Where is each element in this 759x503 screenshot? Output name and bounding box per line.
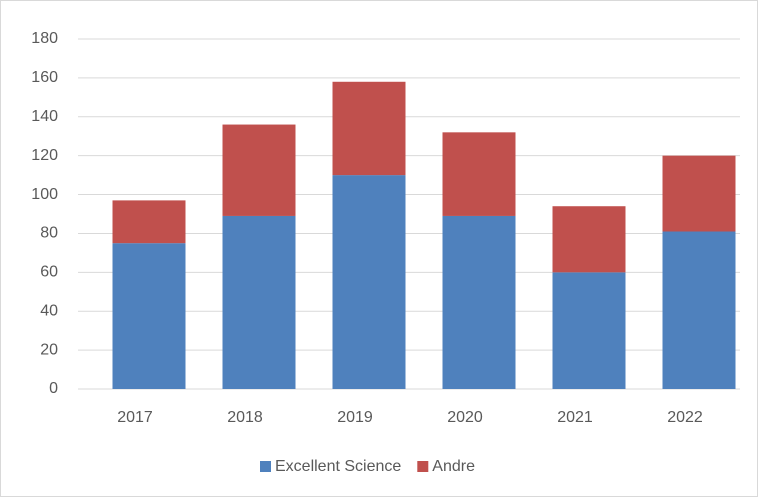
y-tick-label: 80 — [40, 225, 58, 242]
bar-segment — [552, 206, 626, 273]
x-tick-label: 2018 — [227, 409, 263, 426]
x-tick-label: 2019 — [337, 409, 373, 426]
bar-segment — [552, 272, 626, 389]
y-tick-label: 120 — [31, 147, 58, 164]
bar-segment — [442, 132, 516, 216]
legend-swatch — [260, 461, 271, 472]
bar-segment — [112, 243, 186, 389]
x-tick-label: 2017 — [117, 409, 153, 426]
bar-segment — [662, 231, 736, 389]
x-tick-label: 2020 — [447, 409, 483, 426]
y-tick-label: 160 — [31, 69, 58, 86]
y-tick-label: 60 — [40, 264, 58, 281]
bar-segment — [222, 215, 296, 389]
y-tick-label: 100 — [31, 186, 58, 203]
bar-segment — [332, 81, 406, 176]
x-tick-label: 2021 — [557, 409, 593, 426]
x-tick-label: 2022 — [667, 409, 703, 426]
y-tick-label: 20 — [40, 341, 58, 358]
bar-segment — [332, 175, 406, 389]
y-tick-label: 0 — [49, 380, 58, 397]
legend-label: Andre — [432, 458, 475, 475]
bar-segment — [442, 215, 516, 389]
bar-segment — [222, 124, 296, 216]
bar-segment — [662, 155, 736, 232]
legend-label: Excellent Science — [275, 458, 401, 475]
legend-swatch — [417, 461, 429, 472]
bar-segment — [112, 200, 186, 244]
y-tick-label: 180 — [31, 30, 58, 47]
y-tick-label: 140 — [31, 108, 58, 125]
y-tick-label: 40 — [40, 302, 58, 319]
